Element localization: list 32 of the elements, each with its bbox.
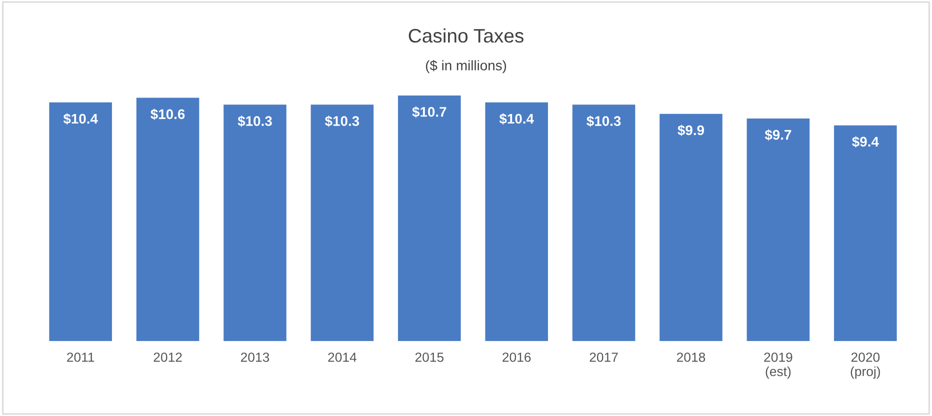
- bar: [136, 98, 200, 342]
- data-label: $10.6: [150, 108, 185, 120]
- x-tick-label: 2013: [240, 352, 270, 362]
- bar: [485, 102, 548, 342]
- x-tick-label: 2020 (proj): [850, 352, 880, 379]
- bar: [310, 104, 374, 342]
- data-label: $10.3: [238, 116, 272, 127]
- x-tick-label: 2012: [154, 352, 182, 362]
- bar: [49, 102, 112, 342]
- bar: [660, 114, 722, 342]
- x-tick-label: 2019 (est): [764, 352, 792, 379]
- data-label: $10.4: [63, 113, 98, 125]
- data-label: $10.7: [412, 106, 446, 118]
- bar: [224, 104, 286, 342]
- bar: [746, 118, 810, 342]
- data-label: $9.4: [852, 136, 879, 148]
- data-label: $10.3: [586, 116, 621, 127]
- x-tick-label: 2018: [676, 352, 706, 362]
- chart-title: Casino Taxes: [408, 28, 524, 43]
- x-tick-label: 2014: [328, 352, 356, 362]
- bar: [834, 125, 897, 342]
- x-tick-label: 2015: [415, 352, 444, 362]
- bar: [398, 95, 461, 342]
- data-label: $9.7: [764, 129, 792, 141]
- x-tick-label: 2017: [590, 352, 618, 362]
- data-label: $10.3: [324, 116, 360, 127]
- chart-subtitle: ($ in millions): [426, 60, 506, 74]
- bar: [572, 104, 636, 342]
- data-label: $9.9: [678, 124, 704, 136]
- x-tick-label: 2011: [67, 352, 94, 362]
- x-tick-label: 2016: [502, 352, 531, 362]
- data-label: $10.4: [499, 113, 534, 125]
